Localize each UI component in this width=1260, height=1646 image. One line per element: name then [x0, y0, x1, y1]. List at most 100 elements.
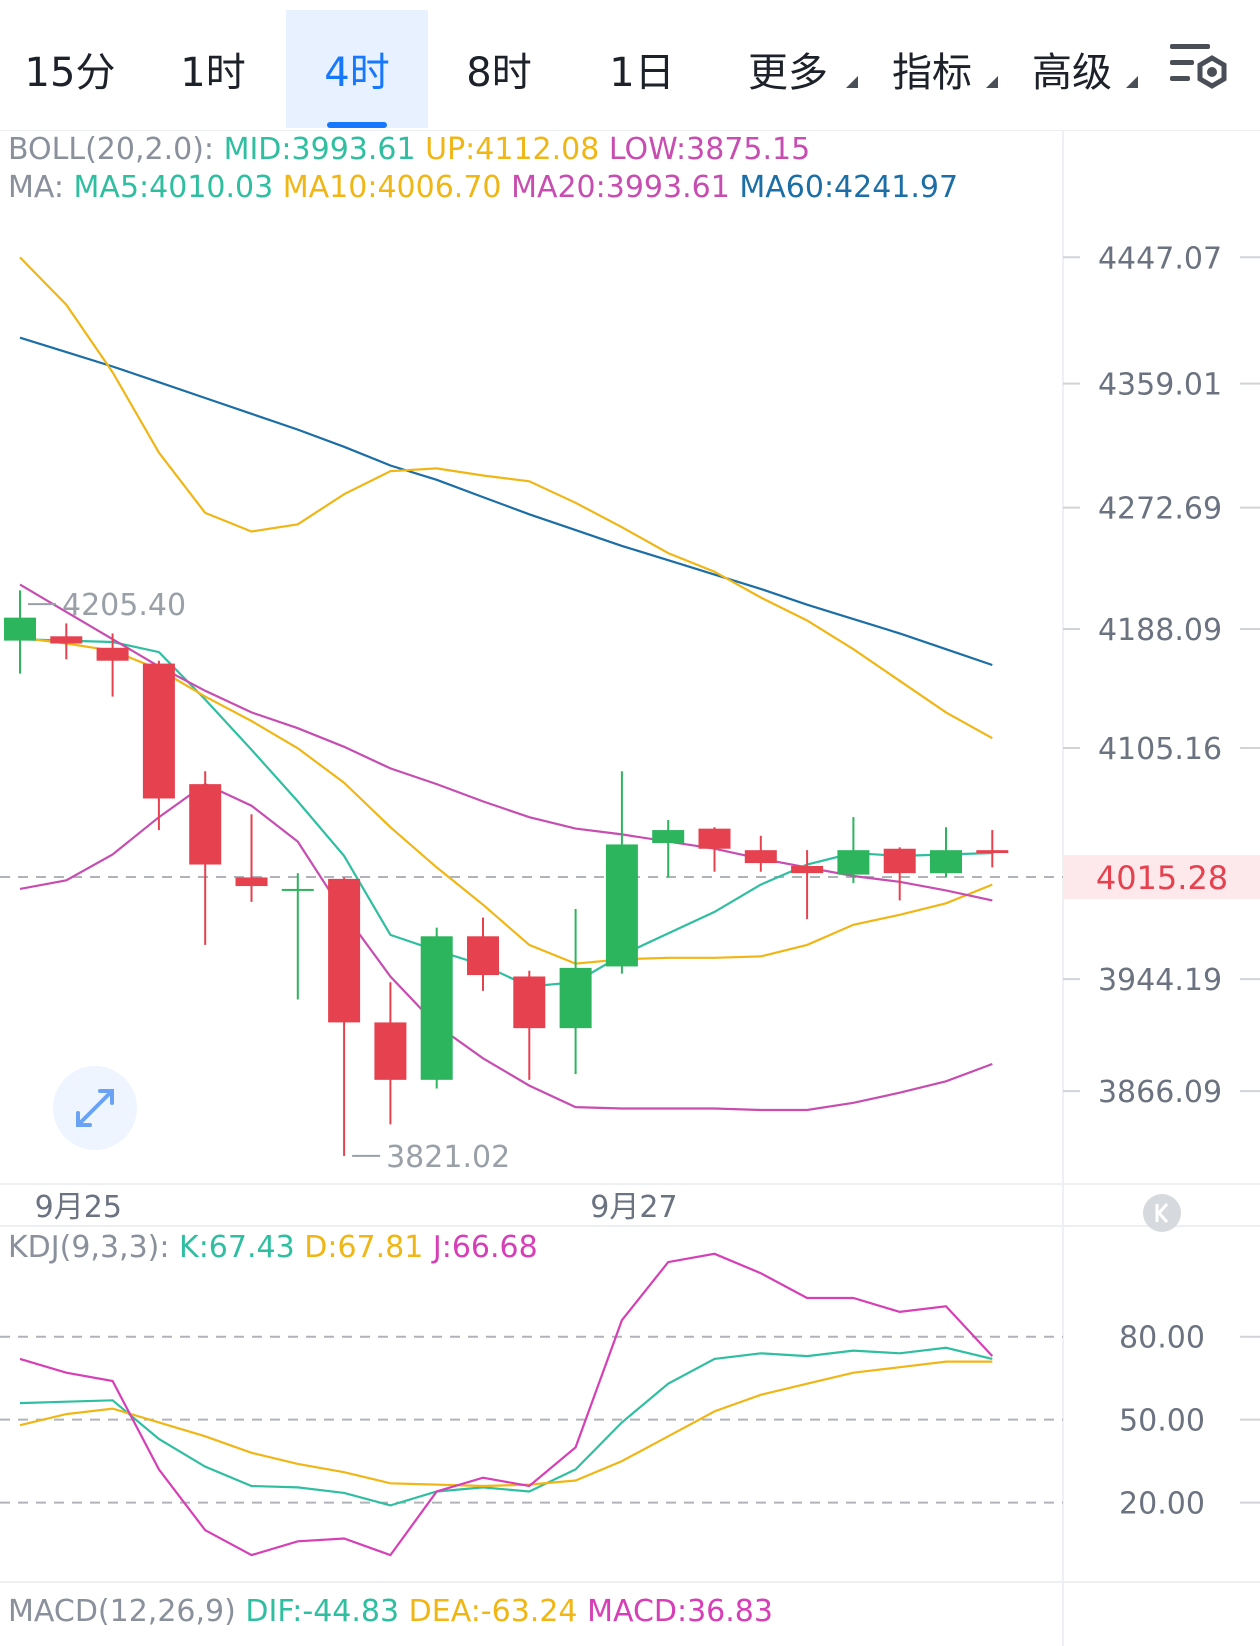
tab-3[interactable]: 8时: [428, 10, 570, 128]
candle-up: [837, 817, 870, 884]
boll-name: BOLL(20,2.0):: [8, 132, 215, 167]
low-price-marker: 3821.02: [386, 1140, 510, 1175]
time-axis-label: 9月27: [590, 1190, 677, 1225]
candle-body: [698, 828, 731, 849]
kdj-name: KDJ(9,3,3):: [8, 1230, 170, 1265]
high-price-marker: 4205.40: [62, 588, 186, 623]
kdj-j-line: [19, 1252, 994, 1557]
ma60-line: [19, 336, 993, 667]
tab-label: 更多: [748, 50, 828, 96]
macd-legend: MACD(12,26,9) DIF:-44.83 DEA:-63.24 MACD…: [8, 1594, 773, 1629]
price-axis-label: 3944.19: [1098, 963, 1222, 998]
ma20-line: [19, 583, 993, 902]
kdj-axis-label: 20.00: [1119, 1487, 1205, 1522]
expand-chart-icon[interactable]: [53, 1066, 137, 1150]
boll-mid: MID:3993.61: [223, 132, 416, 167]
tab-label: 1时: [180, 50, 246, 96]
candle-down: [374, 982, 407, 1125]
timeframe-tabs: 15分 1时 4时 8时 1日 更多 指标 高级: [0, 0, 1260, 131]
candle-down: [96, 633, 129, 697]
macd-name: MACD(12,26,9): [8, 1594, 236, 1629]
candle-body: [652, 830, 685, 843]
tab-label: 1日: [609, 50, 675, 96]
candle-down: [698, 827, 731, 872]
candle-up: [4, 590, 36, 674]
dropdown-corner-icon: [846, 76, 858, 88]
ma-legend: MA: MA5:4010.03 MA10:4006.70 MA20:3993.6…: [8, 170, 958, 205]
tab-label: 高级: [1032, 50, 1112, 96]
ma10-value: MA10:4006.70: [282, 170, 502, 205]
dropdown-corner-icon: [1126, 76, 1138, 88]
tab-5[interactable]: 更多: [714, 10, 862, 128]
tab-label: 15分: [24, 50, 116, 96]
kdj-d: D:67.81: [304, 1230, 424, 1265]
candle-body: [467, 936, 499, 976]
kdj-j: J:66.68: [432, 1230, 538, 1265]
candle-body: [930, 850, 962, 874]
candle-body: [791, 865, 824, 874]
current-price-label: 4015.28: [1096, 859, 1228, 897]
boll-up-line: [19, 256, 993, 740]
price-axis-label: 4105.16: [1098, 732, 1222, 767]
price-axis-label: 4188.09: [1098, 613, 1222, 648]
tab-6[interactable]: 指标: [862, 10, 1002, 128]
candle-body: [837, 850, 870, 875]
candle-down: [791, 850, 824, 920]
macd-dif: DIF:-44.83: [245, 1594, 400, 1629]
active-tab-indicator: [327, 122, 387, 128]
candle-body: [559, 967, 592, 1029]
candle-up: [605, 771, 638, 974]
candle-down: [142, 660, 175, 831]
boll-up: UP:4112.08: [425, 132, 600, 167]
tab-label: 4时: [324, 50, 390, 96]
candle-body: [235, 877, 268, 887]
tab-label: 指标: [892, 50, 972, 96]
candle-up: [420, 927, 453, 1089]
tab-7[interactable]: 高级: [1002, 10, 1142, 128]
candle-up: [281, 873, 314, 1000]
tab-0[interactable]: 15分: [0, 10, 140, 128]
candle-body: [420, 936, 453, 1080]
boll-legend: BOLL(20,2.0): MID:3993.61 UP:4112.08 LOW…: [8, 132, 810, 167]
ma20-value: MA20:3993.61: [511, 170, 730, 205]
candle-down: [513, 970, 546, 1080]
candle-down: [976, 830, 1009, 868]
price-axis-label: 4359.01: [1098, 368, 1222, 403]
tab-1[interactable]: 1时: [140, 10, 286, 128]
price-axis-label: 3866.09: [1098, 1075, 1222, 1110]
candle-body: [4, 617, 36, 641]
candle-down: [744, 835, 777, 872]
kdj-d-line: [19, 1360, 993, 1488]
candle-down: [235, 814, 268, 902]
boll-low: LOW:3875.15: [608, 132, 811, 167]
tab-label: 8时: [466, 50, 532, 96]
ma-name: MA:: [8, 170, 64, 205]
scroll-to-latest-icon[interactable]: [1143, 1194, 1181, 1232]
dropdown-corner-icon: [986, 76, 998, 88]
candle-body: [883, 848, 916, 874]
candle-up: [652, 820, 685, 878]
candle-body: [513, 976, 546, 1029]
boll-low-line: [19, 782, 993, 1112]
ma5-line: [19, 638, 993, 988]
candle-body: [374, 1022, 407, 1080]
ma5-value: MA5:4010.03: [73, 170, 274, 205]
kdj-k: K:67.43: [179, 1230, 295, 1265]
price-axis-label: 4447.07: [1098, 241, 1222, 276]
candle-up: [559, 909, 592, 1075]
tab-4[interactable]: 1日: [570, 10, 714, 128]
candle-body: [976, 850, 1009, 854]
macd-value: MACD:36.83: [587, 1594, 773, 1629]
candle-down: [467, 917, 499, 991]
chart-settings-icon[interactable]: [1168, 40, 1232, 100]
kdj-axis-label: 50.00: [1119, 1404, 1205, 1439]
candle-body: [96, 647, 129, 661]
kdj-legend: KDJ(9,3,3): K:67.43 D:67.81 J:66.68: [8, 1230, 538, 1265]
kdj-k-line: [19, 1346, 993, 1507]
candle-body: [328, 878, 361, 1023]
candle-down: [883, 847, 916, 901]
ma10-line: [19, 636, 993, 965]
time-axis-label: 9月25: [35, 1190, 122, 1225]
tab-2[interactable]: 4时: [286, 10, 428, 128]
